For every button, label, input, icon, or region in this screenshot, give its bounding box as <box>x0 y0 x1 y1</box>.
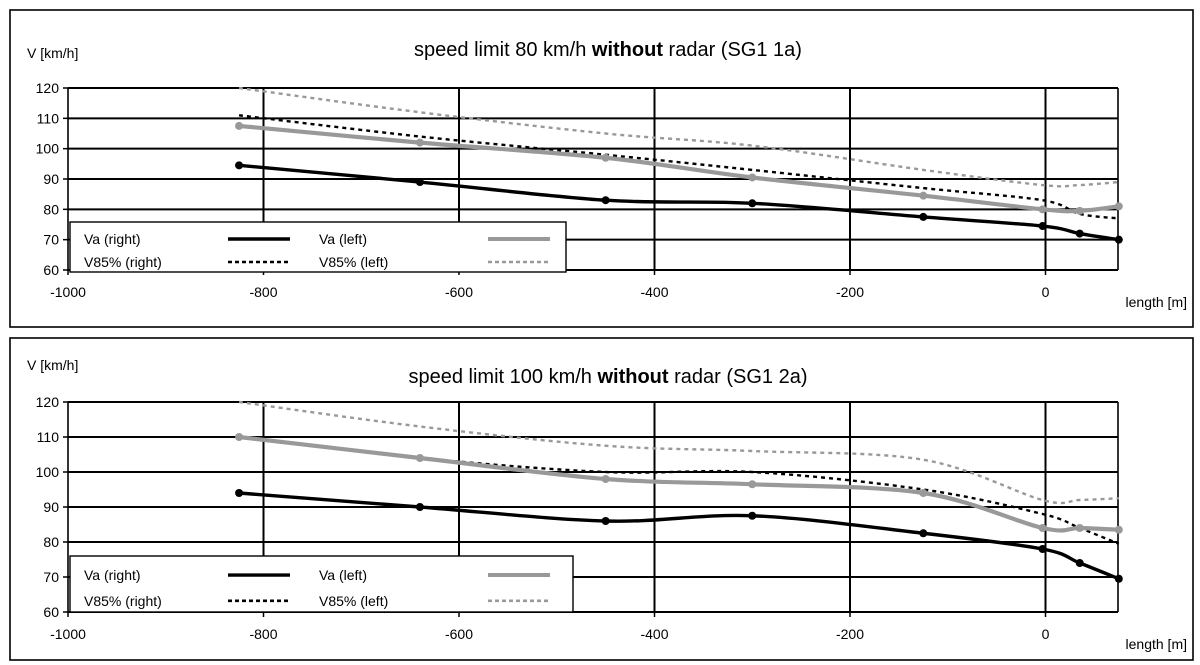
series-point-1 <box>235 161 244 170</box>
series-point-3 <box>415 138 424 147</box>
x-tick-label: -1000 <box>50 626 86 642</box>
y-tick-label: 120 <box>36 80 60 96</box>
series-point-1 <box>1075 229 1084 238</box>
series-point-3 <box>1114 202 1123 211</box>
y-tick-label: 60 <box>43 604 59 620</box>
series-point-3 <box>1075 524 1084 532</box>
y-tick-label: 110 <box>37 429 60 445</box>
series-point-3 <box>919 191 928 200</box>
series-point-1 <box>1038 222 1047 231</box>
chart-title-part: speed limit 100 km/h <box>408 366 597 388</box>
x-tick-label: -200 <box>836 284 864 300</box>
series-point-3 <box>748 480 757 489</box>
series-point-3 <box>1075 206 1084 215</box>
legend-label: V85% (left) <box>319 593 388 609</box>
chart-title: speed limit 100 km/h without radar (SG1 … <box>408 366 807 388</box>
x-tick-label: 0 <box>1042 284 1050 300</box>
chart-frame <box>9 337 1194 661</box>
series-point-1 <box>748 199 757 208</box>
y-tick-label: 120 <box>36 394 60 410</box>
x-tick-label: -800 <box>249 284 277 300</box>
series-point-3 <box>235 433 244 441</box>
series-point-3 <box>415 454 424 462</box>
series-line-2 <box>238 435 1120 545</box>
y-tick-label: 80 <box>43 534 59 550</box>
series-point-1 <box>1114 574 1123 583</box>
y-tick-label: 110 <box>37 110 60 126</box>
legend: Va (right) V85% (right) Va (left) V85% (lef… <box>69 221 567 273</box>
series-line-4 <box>238 400 1119 505</box>
legend-label: V85% (right) <box>84 254 162 270</box>
chart-title-part: speed limit 80 km/h <box>414 39 592 61</box>
chart-panel-1: speed limit 80 km/h without radar (SG1 1… <box>9 9 1194 328</box>
legend-label: Va (left) <box>319 567 367 583</box>
legend-box <box>69 221 567 273</box>
series-point-3 <box>235 121 244 130</box>
chart-title-part: radar (SG1 1a) <box>663 39 802 61</box>
x-tick-label: -1000 <box>50 284 86 300</box>
y-tick-label: 60 <box>43 262 59 278</box>
series-point-1 <box>748 511 757 520</box>
series-point-1 <box>919 529 928 538</box>
x-tick-label: -400 <box>640 284 668 300</box>
x-tick-label: -400 <box>640 626 668 642</box>
series-point-1 <box>601 517 610 525</box>
legend-label: V85% (right) <box>84 593 162 609</box>
y-tick-label: 70 <box>43 569 59 585</box>
series-point-1 <box>415 503 424 511</box>
series-point-1 <box>1038 545 1047 553</box>
legend-label: V85% (left) <box>319 254 388 270</box>
y-tick-label: 70 <box>43 232 59 248</box>
chart-title-part: without <box>596 366 668 388</box>
series-point-1 <box>415 178 424 187</box>
x-tick-label: 0 <box>1042 626 1050 642</box>
series-point-1 <box>601 196 610 205</box>
series-point-3 <box>919 489 928 497</box>
series-point-1 <box>919 212 928 221</box>
legend: Va (right) V85% (right) Va (left) V85% (lef… <box>69 555 574 613</box>
chart-title: speed limit 80 km/h without radar (SG1 1… <box>414 39 802 61</box>
y-tick-label: 100 <box>36 464 60 480</box>
series-point-3 <box>1038 524 1047 532</box>
legend-label: Va (right) <box>84 567 141 583</box>
x-axis-label: length [m] <box>1126 294 1187 310</box>
series-point-1 <box>235 489 244 497</box>
y-tick-label: 90 <box>43 171 59 187</box>
series-point-3 <box>1038 205 1047 214</box>
y-tick-label: 80 <box>43 201 59 217</box>
y-axis-label: V [km/h] <box>27 357 78 373</box>
legend-label: Va (right) <box>84 231 141 247</box>
legend-label: Va (left) <box>319 231 367 247</box>
chart-frame <box>9 9 1194 328</box>
series-line-3 <box>238 434 1119 533</box>
x-tick-label: -800 <box>249 626 277 642</box>
chart-panel-2: speed limit 100 km/h without radar (SG1 … <box>9 337 1194 661</box>
legend-box <box>69 555 574 613</box>
x-axis-label: length [m] <box>1126 636 1187 652</box>
series-point-1 <box>1114 235 1123 244</box>
series-point-1 <box>1075 559 1084 567</box>
y-tick-label: 100 <box>36 141 60 157</box>
chart-title-part: radar (SG1 2a) <box>669 366 808 388</box>
x-tick-label: -600 <box>445 626 473 642</box>
x-tick-label: -600 <box>445 284 473 300</box>
series-point-3 <box>601 153 610 162</box>
series-point-3 <box>748 173 757 182</box>
series-point-3 <box>1114 525 1123 534</box>
x-tick-label: -200 <box>836 626 864 642</box>
y-axis-label: V [km/h] <box>27 45 78 61</box>
y-tick-label: 90 <box>43 499 59 515</box>
chart-title-part: without <box>591 39 663 61</box>
series-point-3 <box>601 475 610 483</box>
